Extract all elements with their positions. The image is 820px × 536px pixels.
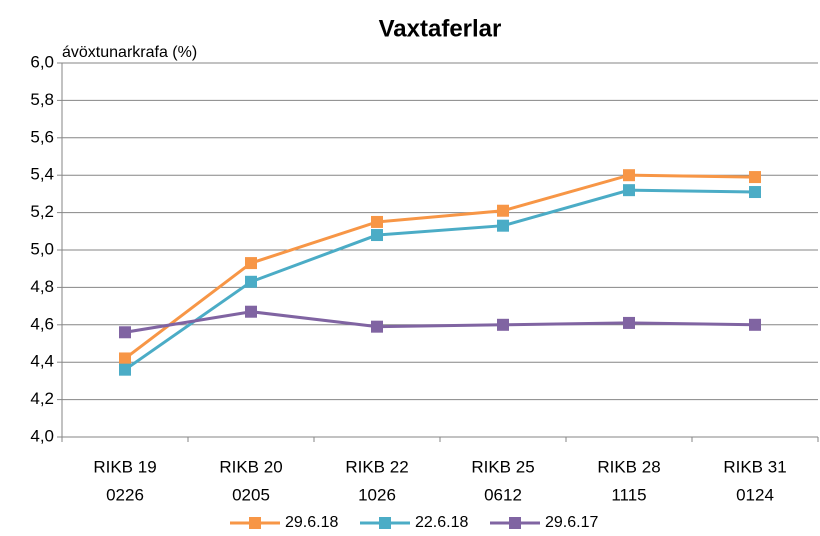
y-axis-label: ávöxtunarkrafa (%) [62, 44, 197, 61]
x-tick-label: 0205 [232, 485, 270, 504]
legend-label: 29.6.17 [545, 514, 598, 531]
y-tick-label: 5,6 [30, 127, 54, 146]
y-tick-label: 4,4 [30, 352, 54, 371]
y-tick-label: 5,8 [30, 90, 54, 109]
x-tick-label: RIKB 19 [93, 457, 156, 476]
x-tick-label: 1026 [358, 485, 396, 504]
point-marker [119, 352, 131, 365]
point-marker [749, 171, 761, 184]
y-tick-label: 5,0 [30, 239, 54, 258]
x-tick-label: 1115 [611, 485, 646, 504]
point-marker [245, 275, 257, 288]
x-tick-label: 0612 [484, 485, 522, 504]
legend-marker [249, 517, 261, 529]
x-tick-label: 0226 [106, 485, 144, 504]
x-tick-label: 0124 [736, 485, 774, 504]
y-tick-label: 5,2 [30, 202, 54, 221]
y-tick-label: 4,0 [30, 426, 54, 445]
x-tick-label: RIKB 31 [723, 457, 786, 476]
point-marker [497, 219, 509, 232]
point-marker [119, 326, 131, 339]
point-marker [623, 184, 635, 197]
point-marker [497, 204, 509, 217]
x-tick-label: RIKB 22 [345, 457, 408, 476]
y-tick-label: 6,0 [30, 52, 54, 71]
point-marker [623, 316, 635, 329]
point-marker [749, 186, 761, 199]
x-tick-label: RIKB 28 [597, 457, 660, 476]
series-line [124, 173, 756, 360]
point-marker [497, 318, 509, 331]
point-marker [623, 169, 635, 182]
point-marker [119, 363, 131, 376]
x-tick-label: RIKB 20 [219, 457, 282, 476]
point-marker [245, 305, 257, 318]
y-tick-label: 5,4 [30, 165, 54, 184]
series-line [124, 188, 756, 371]
legend-label: 22.6.18 [415, 514, 468, 531]
legend-marker [379, 517, 391, 529]
y-tick-label: 4,2 [30, 389, 54, 408]
legend-marker [509, 517, 521, 529]
series-line [124, 310, 756, 334]
chart-title: Vaxtaferlar [379, 15, 502, 42]
y-tick-label: 4,8 [30, 277, 54, 296]
point-marker [371, 320, 383, 333]
point-marker [371, 229, 383, 242]
x-tick-label: RIKB 25 [471, 457, 534, 476]
legend-label: 29.6.18 [285, 514, 338, 531]
point-marker [371, 215, 383, 228]
point-marker [245, 257, 257, 270]
y-tick-label: 4,6 [30, 314, 54, 333]
point-marker [749, 318, 761, 331]
